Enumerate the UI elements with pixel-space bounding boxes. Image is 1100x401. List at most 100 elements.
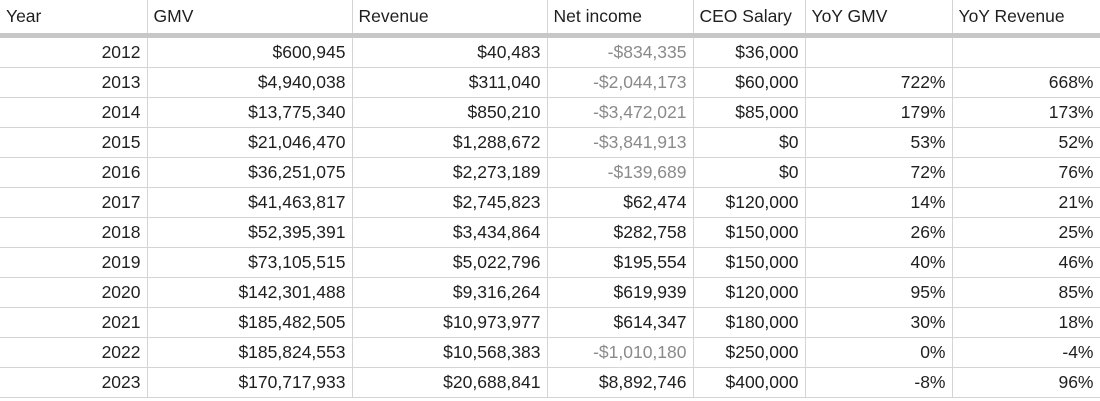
cell-net-income[interactable]: -$1,010,180 bbox=[546, 337, 694, 368]
cell-year[interactable]: 2012 bbox=[0, 35, 148, 68]
cell-revenue[interactable]: $9,316,264 bbox=[351, 277, 548, 308]
cell-yoy-revenue[interactable]: 18% bbox=[951, 307, 1100, 338]
cell-yoy-revenue[interactable]: 76% bbox=[951, 157, 1100, 188]
cell-ceo-salary[interactable]: $250,000 bbox=[692, 337, 806, 368]
cell-year[interactable]: 2014 bbox=[0, 97, 148, 128]
header-cell-yoy-revenue[interactable]: YoY Revenue bbox=[951, 0, 1100, 38]
cell-gmv[interactable]: $52,395,391 bbox=[146, 217, 353, 248]
cell-ceo-salary[interactable]: $60,000 bbox=[692, 67, 806, 98]
cell-revenue[interactable]: $10,568,383 bbox=[351, 337, 548, 368]
cell-net-income[interactable]: -$834,335 bbox=[546, 35, 694, 68]
table-row: 2020 $142,301,488 $9,316,264 $619,939 $1… bbox=[0, 277, 1100, 308]
header-cell-ceo-salary[interactable]: CEO Salary bbox=[692, 0, 806, 38]
cell-gmv[interactable]: $13,775,340 bbox=[146, 97, 353, 128]
table-row: 2019 $73,105,515 $5,022,796 $195,554 $15… bbox=[0, 247, 1100, 278]
cell-gmv[interactable]: $36,251,075 bbox=[146, 157, 353, 188]
table-row: 2013 $4,940,038 $311,040 -$2,044,173 $60… bbox=[0, 67, 1100, 98]
cell-ceo-salary[interactable]: $180,000 bbox=[692, 307, 806, 338]
cell-yoy-gmv[interactable]: 30% bbox=[804, 307, 953, 338]
cell-gmv[interactable]: $21,046,470 bbox=[146, 127, 353, 158]
cell-year[interactable]: 2013 bbox=[0, 67, 148, 98]
cell-gmv[interactable]: $41,463,817 bbox=[146, 187, 353, 218]
cell-yoy-revenue[interactable]: 25% bbox=[951, 217, 1100, 248]
cell-net-income[interactable]: -$3,841,913 bbox=[546, 127, 694, 158]
cell-yoy-gmv[interactable]: -8% bbox=[804, 367, 953, 398]
cell-year[interactable]: 2017 bbox=[0, 187, 148, 218]
cell-ceo-salary[interactable]: $120,000 bbox=[692, 277, 806, 308]
cell-yoy-gmv[interactable]: 53% bbox=[804, 127, 953, 158]
cell-yoy-gmv[interactable]: 14% bbox=[804, 187, 953, 218]
cell-ceo-salary[interactable]: $85,000 bbox=[692, 97, 806, 128]
header-cell-year[interactable]: Year bbox=[0, 0, 148, 38]
cell-revenue[interactable]: $3,434,864 bbox=[351, 217, 548, 248]
cell-net-income[interactable]: $619,939 bbox=[546, 277, 694, 308]
data-rows: 2012 $600,945 $40,483 -$834,335 $36,000 … bbox=[0, 35, 1100, 398]
cell-ceo-salary[interactable]: $36,000 bbox=[692, 35, 806, 68]
cell-gmv[interactable]: $185,824,553 bbox=[146, 337, 353, 368]
cell-yoy-revenue[interactable]: 173% bbox=[951, 97, 1100, 128]
header-cell-yoy-gmv[interactable]: YoY GMV bbox=[804, 0, 953, 38]
cell-year[interactable]: 2022 bbox=[0, 337, 148, 368]
cell-year[interactable]: 2023 bbox=[0, 367, 148, 398]
cell-ceo-salary[interactable]: $0 bbox=[692, 157, 806, 188]
cell-net-income[interactable]: -$3,472,021 bbox=[546, 97, 694, 128]
cell-gmv[interactable]: $170,717,933 bbox=[146, 367, 353, 398]
cell-yoy-revenue[interactable]: 46% bbox=[951, 247, 1100, 278]
cell-year[interactable]: 2021 bbox=[0, 307, 148, 338]
cell-gmv[interactable]: $185,482,505 bbox=[146, 307, 353, 338]
cell-net-income[interactable]: -$2,044,173 bbox=[546, 67, 694, 98]
cell-net-income[interactable]: $62,474 bbox=[546, 187, 694, 218]
cell-revenue[interactable]: $10,973,977 bbox=[351, 307, 548, 338]
cell-revenue[interactable]: $2,745,823 bbox=[351, 187, 548, 218]
cell-gmv[interactable]: $142,301,488 bbox=[146, 277, 353, 308]
cell-revenue[interactable]: $5,022,796 bbox=[351, 247, 548, 278]
cell-yoy-revenue[interactable]: 668% bbox=[951, 67, 1100, 98]
cell-yoy-revenue[interactable]: 52% bbox=[951, 127, 1100, 158]
cell-gmv[interactable]: $600,945 bbox=[146, 35, 353, 68]
cell-revenue[interactable]: $311,040 bbox=[351, 67, 548, 98]
cell-gmv[interactable]: $73,105,515 bbox=[146, 247, 353, 278]
cell-yoy-revenue[interactable]: 96% bbox=[951, 367, 1100, 398]
cell-net-income[interactable]: -$139,689 bbox=[546, 157, 694, 188]
cell-ceo-salary[interactable]: $400,000 bbox=[692, 367, 806, 398]
cell-revenue[interactable]: $1,288,672 bbox=[351, 127, 548, 158]
table-row: 2021 $185,482,505 $10,973,977 $614,347 $… bbox=[0, 307, 1100, 338]
cell-ceo-salary[interactable]: $0 bbox=[692, 127, 806, 158]
cell-yoy-gmv[interactable]: 40% bbox=[804, 247, 953, 278]
cell-ceo-salary[interactable]: $150,000 bbox=[692, 247, 806, 278]
cell-yoy-gmv[interactable]: 95% bbox=[804, 277, 953, 308]
cell-ceo-salary[interactable]: $150,000 bbox=[692, 217, 806, 248]
cell-net-income[interactable]: $614,347 bbox=[546, 307, 694, 338]
cell-year[interactable]: 2015 bbox=[0, 127, 148, 158]
cell-revenue[interactable]: $20,688,841 bbox=[351, 367, 548, 398]
cell-revenue[interactable]: $850,210 bbox=[351, 97, 548, 128]
cell-yoy-revenue[interactable] bbox=[951, 35, 1100, 68]
cell-yoy-gmv[interactable]: 722% bbox=[804, 67, 953, 98]
cell-yoy-gmv[interactable]: 26% bbox=[804, 217, 953, 248]
table-row: 2012 $600,945 $40,483 -$834,335 $36,000 bbox=[0, 35, 1100, 68]
cell-gmv[interactable]: $4,940,038 bbox=[146, 67, 353, 98]
header-cell-revenue[interactable]: Revenue bbox=[351, 0, 548, 38]
cell-year[interactable]: 2019 bbox=[0, 247, 148, 278]
cell-net-income[interactable]: $195,554 bbox=[546, 247, 694, 278]
cell-yoy-gmv[interactable]: 72% bbox=[804, 157, 953, 188]
cell-revenue[interactable]: $2,273,189 bbox=[351, 157, 548, 188]
header-cell-net-income[interactable]: Net income bbox=[546, 0, 694, 38]
cell-ceo-salary[interactable]: $120,000 bbox=[692, 187, 806, 218]
cell-net-income[interactable]: $8,892,746 bbox=[546, 367, 694, 398]
header-cell-gmv[interactable]: GMV bbox=[146, 0, 353, 38]
cell-revenue[interactable]: $40,483 bbox=[351, 35, 548, 68]
cell-year[interactable]: 2018 bbox=[0, 217, 148, 248]
cell-year[interactable]: 2016 bbox=[0, 157, 148, 188]
cell-yoy-gmv[interactable]: 0% bbox=[804, 337, 953, 368]
cell-yoy-gmv[interactable]: 179% bbox=[804, 97, 953, 128]
cell-yoy-gmv[interactable] bbox=[804, 35, 953, 68]
cell-year[interactable]: 2020 bbox=[0, 277, 148, 308]
table-row: 2018 $52,395,391 $3,434,864 $282,758 $15… bbox=[0, 217, 1100, 248]
cell-net-income[interactable]: $282,758 bbox=[546, 217, 694, 248]
table-row: 2015 $21,046,470 $1,288,672 -$3,841,913 … bbox=[0, 127, 1100, 158]
cell-yoy-revenue[interactable]: 21% bbox=[951, 187, 1100, 218]
cell-yoy-revenue[interactable]: 85% bbox=[951, 277, 1100, 308]
cell-yoy-revenue[interactable]: -4% bbox=[951, 337, 1100, 368]
